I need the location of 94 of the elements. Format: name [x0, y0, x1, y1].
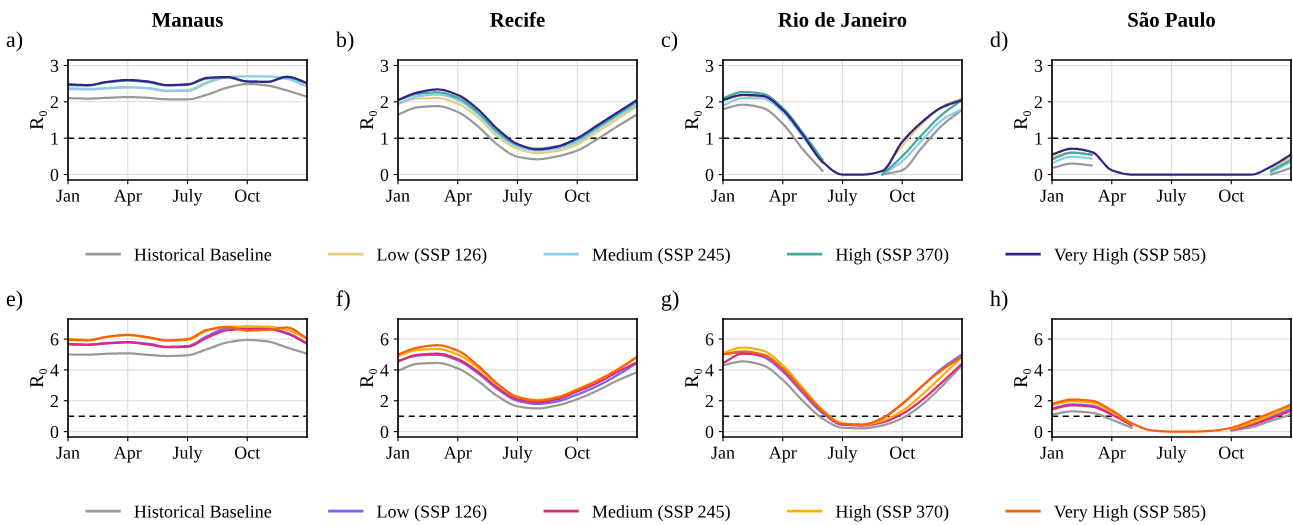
y-tick-label: 4	[705, 364, 714, 377]
legend-label: High (SSP 370)	[835, 504, 949, 522]
x-tick-label: Apr	[113, 189, 142, 206]
y-axis-title: R₀	[360, 111, 378, 130]
y-tick-label: 2	[705, 395, 713, 408]
y-tick-label: 0	[1034, 425, 1043, 439]
x-tick-label: Apr	[113, 446, 142, 463]
x-tick-label: Apr	[768, 189, 797, 206]
y-tick-label: 3	[705, 59, 714, 72]
x-tick-label: July	[827, 446, 858, 463]
text: g)	[661, 290, 679, 311]
y-tick-label: 2	[50, 96, 58, 109]
x-tick-label: July	[1156, 446, 1187, 463]
y-tick-label: 3	[50, 59, 59, 72]
x-tick-label: July	[172, 446, 203, 463]
y-tick-label: 2	[705, 96, 713, 109]
x-tick-label: Oct	[564, 189, 591, 202]
chart-title: Rio de Janeiro	[778, 12, 907, 27]
legend-label: Medium (SSP 245)	[592, 504, 730, 522]
y-tick-label: 6	[705, 333, 714, 346]
y-axis-title: R₀	[685, 369, 703, 388]
x-tick-label: Jan	[386, 189, 410, 202]
x-tick-label: July	[827, 189, 858, 206]
x-tick-label: Apr	[1097, 446, 1126, 463]
y-tick-label: 1	[1035, 132, 1042, 145]
x-tick-label: Apr	[768, 446, 797, 463]
x-tick-label: Oct	[564, 446, 591, 459]
y-tick-label: 1	[706, 132, 713, 145]
y-tick-label: 6	[1034, 333, 1043, 346]
y-tick-label: 0	[380, 168, 389, 181]
text: d)	[990, 31, 1008, 52]
text: b)	[335, 31, 354, 52]
legend-label: Medium (SSP 245)	[592, 247, 730, 265]
x-tick-label: Jan	[56, 189, 80, 202]
y-tick-label: 0	[705, 425, 714, 439]
text: c)	[661, 31, 678, 52]
x-tick-label: Oct	[234, 446, 261, 459]
x-tick-label: July	[1156, 189, 1187, 206]
x-tick-label: Jan	[711, 446, 735, 459]
y-tick-label: 0	[705, 168, 714, 181]
y-tick-label: 4	[380, 364, 389, 377]
x-tick-label: Oct	[234, 189, 261, 202]
chart-title: São Paulo	[1128, 12, 1215, 27]
y-tick-label: 2	[50, 395, 58, 408]
x-tick-label: Jan	[386, 446, 410, 459]
x-tick-label: Oct	[1218, 446, 1245, 459]
y-tick-label: 0	[380, 425, 389, 439]
legend-label: Historical Baseline	[134, 247, 272, 261]
legend-label: Very High (SSP 585)	[1053, 247, 1206, 265]
x-tick-label: Jan	[711, 189, 735, 202]
x-tick-label: Oct	[889, 189, 916, 202]
chart-title: Manaus	[151, 13, 223, 27]
x-tick-label: Jan	[1040, 189, 1064, 202]
y-axis-title: R₀	[360, 369, 378, 388]
y-tick-label: 4	[1034, 364, 1043, 377]
y-tick-label: 1	[381, 132, 388, 145]
x-tick-label: Oct	[1218, 189, 1245, 202]
legend-label: Historical Baseline	[134, 504, 272, 518]
y-tick-label: 0	[1034, 168, 1043, 181]
x-tick-label: Apr	[1097, 189, 1126, 206]
y-tick-label: 6	[380, 333, 389, 346]
x-tick-label: July	[172, 189, 203, 206]
y-tick-label: 0	[50, 425, 59, 439]
y-tick-label: 3	[1034, 59, 1043, 72]
y-tick-label: 2	[1034, 96, 1042, 109]
y-tick-label: 1	[51, 132, 58, 145]
y-tick-label: 2	[380, 96, 388, 109]
legend-label: Low (SSP 126)	[377, 504, 487, 522]
x-tick-label: Jan	[56, 446, 80, 459]
x-tick-label: July	[502, 446, 533, 463]
chart-title: Recife	[490, 12, 545, 27]
y-tick-label: 2	[1034, 395, 1042, 408]
x-tick-label: Oct	[889, 446, 916, 459]
y-axis-title: R₀	[1014, 369, 1032, 388]
text: a)	[6, 31, 23, 52]
x-tick-label: July	[502, 189, 533, 206]
y-axis-title: R₀	[30, 369, 48, 388]
text: e)	[6, 290, 23, 311]
y-tick-label: 4	[50, 364, 59, 377]
y-axis-title: R₀	[30, 111, 48, 130]
text: h)	[990, 290, 1008, 311]
text: f)	[336, 290, 350, 311]
y-tick-label: 0	[50, 168, 59, 181]
x-tick-label: Jan	[1040, 446, 1064, 459]
y-axis-title: R₀	[1014, 111, 1032, 130]
y-axis-title: R₀	[685, 111, 703, 130]
y-tick-label: 3	[380, 59, 389, 72]
y-tick-label: 6	[50, 333, 59, 346]
x-tick-label: Apr	[443, 189, 472, 206]
legend-label: High (SSP 370)	[835, 247, 949, 265]
legend-label: Low (SSP 126)	[377, 247, 487, 265]
legend-label: Very High (SSP 585)	[1053, 504, 1206, 522]
y-tick-label: 2	[380, 395, 388, 408]
x-tick-label: Apr	[443, 446, 472, 463]
